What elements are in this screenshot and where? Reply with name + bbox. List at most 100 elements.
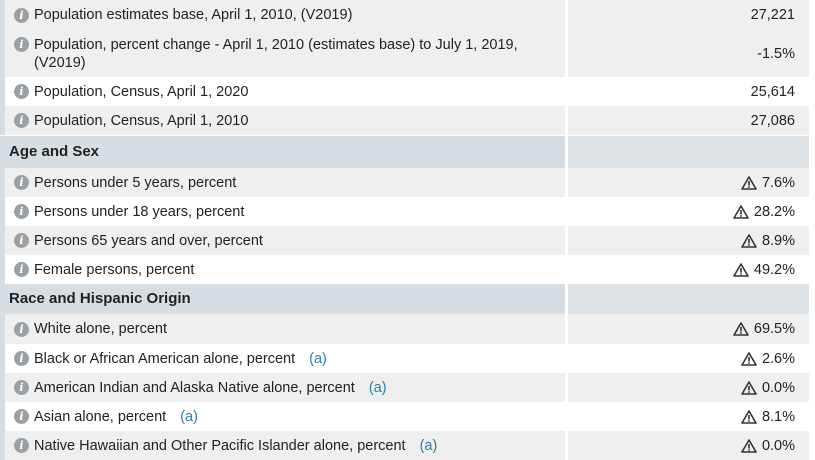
row-label: Population, percent change - April 1, 20… [34, 36, 518, 71]
row-value: 27,086 [750, 112, 795, 129]
info-icon[interactable]: i [14, 204, 29, 219]
table-row: i Persons under 5 years, percent 7.6% [0, 168, 815, 197]
row-label-cell: i Persons 65 years and over, percent [0, 226, 565, 255]
warning-triangle-icon[interactable] [741, 175, 757, 190]
row-value-with-warning: 7.6% [741, 175, 795, 191]
info-icon[interactable]: i [14, 175, 29, 190]
row-value: 8.1% [761, 408, 795, 425]
row-label: Persons under 5 years, percent [34, 174, 237, 191]
info-icon[interactable]: i [14, 7, 29, 23]
row-value: 28.2% [753, 203, 795, 220]
warning-triangle-icon[interactable] [741, 351, 757, 366]
footnote-link[interactable]: (a) [368, 379, 387, 396]
table-row: i American Indian and Alaska Native alon… [0, 373, 815, 402]
footnote-link[interactable]: (a) [180, 408, 198, 425]
row-value-with-warning: 49.2% [733, 262, 795, 278]
row-value-with-warning: 0.0% [741, 380, 795, 396]
info-icon[interactable]: i [14, 321, 29, 337]
info-icon[interactable]: i [14, 351, 29, 366]
row-value: -1.5% [757, 45, 795, 62]
info-icon[interactable]: i [14, 380, 29, 395]
table-row: i Female persons, percent 49.2% [0, 255, 815, 284]
row-label: Asian alone, percent [34, 408, 167, 425]
footnote-link[interactable]: (a) [419, 437, 438, 454]
table-row: i Persons under 18 years, percent 28.2% [0, 197, 815, 226]
info-icon[interactable]: i [14, 438, 29, 453]
row-value-cell: -1.5% [568, 30, 809, 77]
table-row: i Asian alone, percent (a) 8.1% [0, 402, 815, 431]
section-header-age-sex: Age and Sex [0, 136, 815, 168]
row-value: 2.6% [761, 350, 795, 367]
row-value: 27,221 [750, 7, 795, 23]
warning-triangle-icon[interactable] [733, 322, 749, 336]
table-row: i Black or African American alone, perce… [0, 344, 815, 373]
row-value-cell: 28.2% [568, 197, 809, 226]
section-title-cell: Race and Hispanic Origin [0, 284, 565, 314]
warning-triangle-icon[interactable] [741, 233, 757, 248]
table-row: i White alone, percent 69.5% [0, 314, 815, 344]
row-label: Native Hawaiian and Other Pacific Island… [34, 437, 406, 454]
row-label-cell: i Population, Census, April 1, 2010 [0, 106, 565, 135]
row-label-cell: i Female persons, percent [0, 255, 565, 284]
warning-triangle-icon[interactable] [741, 438, 757, 453]
section-value-cell [568, 284, 809, 314]
table-row: i Population, percent change - April 1, … [0, 30, 815, 77]
row-value-cell: 25,614 [568, 77, 809, 106]
section-title-cell: Age and Sex [0, 136, 565, 168]
row-label-cell: i White alone, percent [0, 314, 565, 344]
table-row: i Population, Census, April 1, 2010 27,0… [0, 106, 815, 135]
row-label-cell: i Population, Census, April 1, 2020 [0, 77, 565, 106]
row-value-cell: 2.6% [568, 344, 809, 373]
row-value-cell: 49.2% [568, 255, 809, 284]
info-icon[interactable]: i [14, 84, 29, 99]
row-label-cell: i Population, percent change - April 1, … [0, 30, 565, 77]
table-row: i Persons 65 years and over, percent 8.9… [0, 226, 815, 255]
table-row: i Native Hawaiian and Other Pacific Isla… [0, 431, 815, 460]
info-icon[interactable]: i [14, 113, 29, 128]
row-value: 7.6% [761, 174, 795, 191]
info-icon[interactable]: i [14, 233, 29, 248]
row-value-cell: 0.0% [568, 431, 809, 460]
table-row: i Population estimates base, April 1, 20… [0, 0, 815, 30]
row-label: White alone, percent [34, 321, 167, 337]
row-value-with-warning: 8.1% [741, 409, 795, 425]
row-value: 69.5% [753, 321, 795, 337]
row-label-cell: i Black or African American alone, perce… [0, 344, 565, 373]
row-value-with-warning: 0.0% [741, 438, 795, 454]
row-value: 8.9% [761, 232, 795, 249]
footnote-link[interactable]: (a) [309, 350, 327, 367]
info-icon[interactable]: i [14, 409, 29, 424]
warning-triangle-icon[interactable] [741, 380, 757, 395]
row-label-cell: i Population estimates base, April 1, 20… [0, 0, 565, 30]
row-value-cell: 69.5% [568, 314, 809, 344]
row-label-cell: i Asian alone, percent (a) [0, 402, 565, 431]
row-label: Population, Census, April 1, 2020 [34, 83, 249, 100]
row-label-cell: i Native Hawaiian and Other Pacific Isla… [0, 431, 565, 460]
row-label-cell: i American Indian and Alaska Native alon… [0, 373, 565, 402]
row-value-with-warning: 69.5% [733, 321, 795, 337]
row-value-with-warning: 28.2% [733, 204, 795, 220]
table-row: i Population, Census, April 1, 2020 25,6… [0, 77, 815, 106]
warning-triangle-icon[interactable] [741, 409, 757, 424]
row-value: 49.2% [753, 261, 795, 278]
row-value: 25,614 [750, 83, 795, 100]
section-header-race-hispanic-origin: Race and Hispanic Origin [0, 284, 815, 314]
row-label: Female persons, percent [34, 261, 195, 278]
row-value-cell: 8.1% [568, 402, 809, 431]
row-value-cell: 7.6% [568, 168, 809, 197]
warning-triangle-icon[interactable] [733, 262, 749, 277]
row-label: Population estimates base, April 1, 2010… [34, 7, 353, 23]
row-label: American Indian and Alaska Native alone,… [34, 379, 355, 396]
row-value-cell: 27,086 [568, 106, 809, 135]
row-label: Persons 65 years and over, percent [34, 232, 263, 249]
warning-triangle-icon[interactable] [733, 204, 749, 219]
row-label-cell: i Persons under 18 years, percent [0, 197, 565, 226]
row-label-cell: i Persons under 5 years, percent [0, 168, 565, 197]
row-value: 0.0% [761, 437, 795, 454]
row-value-cell: 27,221 [568, 0, 809, 30]
section-value-cell [568, 136, 809, 168]
info-icon[interactable]: i [14, 37, 29, 52]
row-value-with-warning: 2.6% [741, 351, 795, 367]
info-icon[interactable]: i [14, 262, 29, 277]
row-value: 0.0% [761, 379, 795, 396]
